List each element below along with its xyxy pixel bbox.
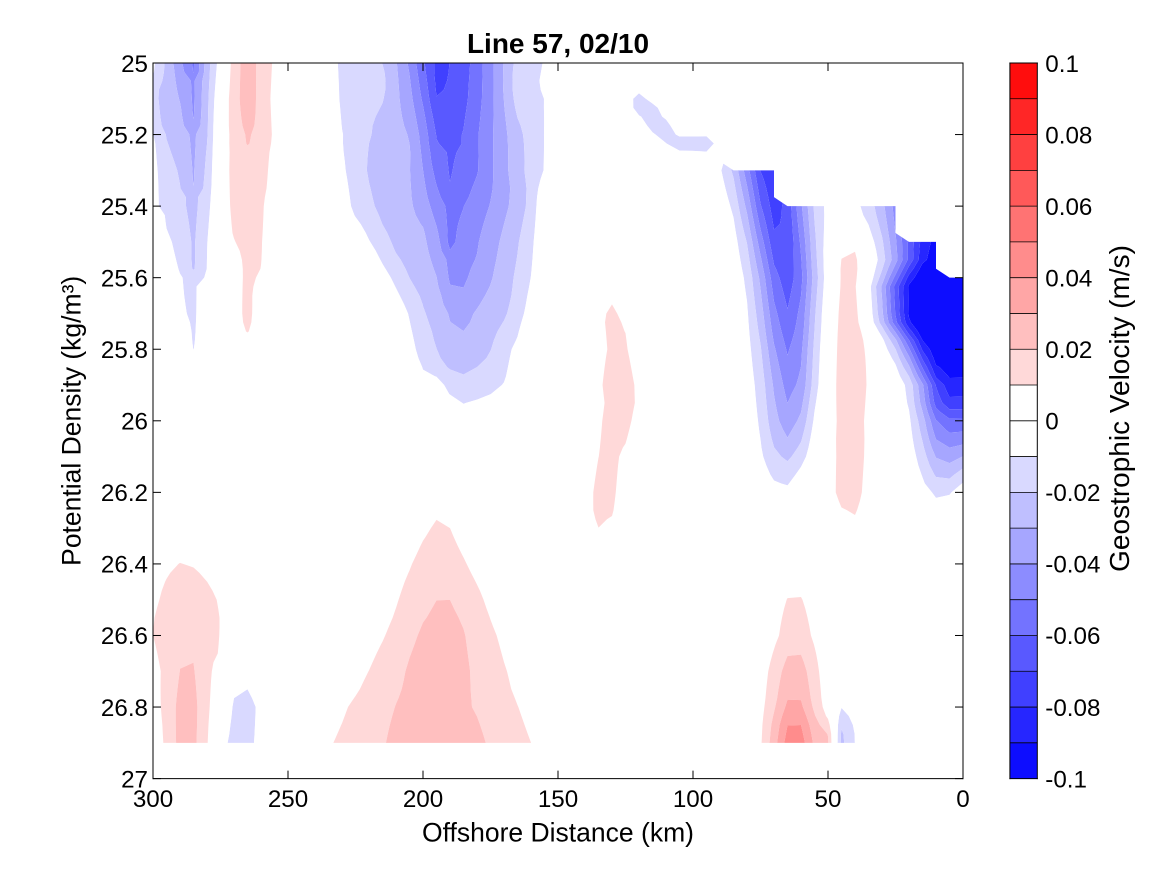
svg-text:-0.08: -0.08 — [1045, 695, 1100, 722]
svg-text:Line 57, 02/10: Line 57, 02/10 — [467, 28, 649, 59]
svg-text:50: 50 — [815, 786, 842, 813]
svg-text:0: 0 — [956, 786, 969, 813]
svg-text:27: 27 — [121, 766, 148, 793]
svg-text:Offshore Distance (km): Offshore Distance (km) — [422, 817, 694, 847]
svg-text:0: 0 — [1045, 409, 1058, 436]
svg-text:300: 300 — [133, 786, 173, 813]
svg-text:-0.02: -0.02 — [1045, 480, 1100, 507]
svg-text:Potential Density (kg/m³): Potential Density (kg/m³) — [56, 276, 86, 566]
svg-text:100: 100 — [673, 786, 713, 813]
svg-text:26.8: 26.8 — [101, 695, 148, 722]
svg-text:0.06: 0.06 — [1045, 194, 1092, 221]
svg-text:Geostrophic Velocity (m/s): Geostrophic Velocity (m/s) — [1104, 245, 1135, 572]
svg-text:25.2: 25.2 — [101, 122, 148, 149]
svg-text:26.2: 26.2 — [101, 480, 148, 507]
svg-text:25.4: 25.4 — [101, 194, 148, 221]
svg-text:0.08: 0.08 — [1045, 122, 1092, 149]
svg-text:26.4: 26.4 — [101, 552, 148, 579]
svg-text:25.8: 25.8 — [101, 337, 148, 364]
svg-text:0.1: 0.1 — [1045, 51, 1079, 78]
svg-text:-0.04: -0.04 — [1045, 552, 1100, 579]
svg-text:25: 25 — [121, 51, 148, 78]
svg-text:150: 150 — [538, 786, 578, 813]
svg-text:-0.06: -0.06 — [1045, 623, 1100, 650]
svg-text:200: 200 — [403, 786, 443, 813]
svg-text:-0.1: -0.1 — [1045, 766, 1087, 793]
svg-text:250: 250 — [268, 786, 308, 813]
svg-text:26: 26 — [121, 409, 148, 436]
svg-text:26.6: 26.6 — [101, 623, 148, 650]
svg-text:0.02: 0.02 — [1045, 337, 1092, 364]
svg-text:0.04: 0.04 — [1045, 265, 1092, 292]
svg-text:25.6: 25.6 — [101, 265, 148, 292]
